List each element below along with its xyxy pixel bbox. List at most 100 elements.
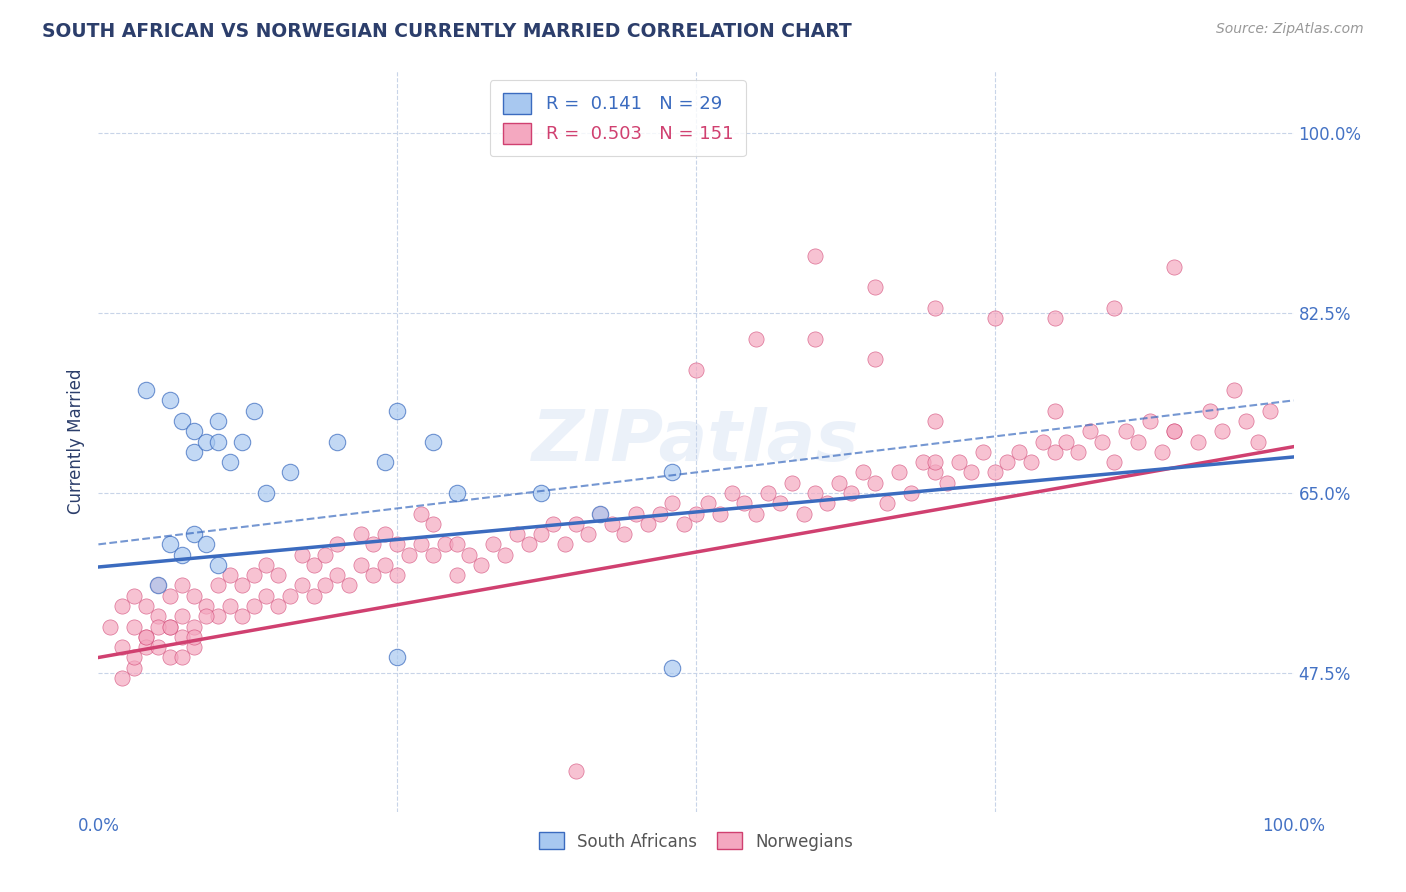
- Point: [815, 496, 838, 510]
- Point: [1163, 424, 1185, 438]
- Point: [374, 558, 396, 572]
- Point: [172, 650, 194, 665]
- Point: [984, 466, 1007, 480]
- Point: [852, 466, 875, 480]
- Point: [148, 578, 170, 592]
- Point: [385, 537, 409, 551]
- Point: [219, 599, 242, 613]
- Point: [756, 486, 779, 500]
- Point: [828, 475, 851, 490]
- Point: [446, 568, 468, 582]
- Point: [434, 537, 457, 551]
- Point: [1067, 445, 1090, 459]
- Point: [195, 609, 218, 624]
- Point: [1247, 434, 1270, 449]
- Point: [219, 455, 242, 469]
- Point: [1043, 311, 1066, 326]
- Point: [159, 650, 181, 665]
- Point: [172, 548, 194, 562]
- Point: [385, 650, 409, 665]
- Point: [411, 507, 433, 521]
- Point: [111, 599, 134, 613]
- Point: [350, 527, 373, 541]
- Point: [111, 671, 134, 685]
- Point: [172, 630, 194, 644]
- Point: [183, 445, 205, 459]
- Point: [183, 527, 205, 541]
- Point: [541, 516, 564, 531]
- Point: [254, 558, 277, 572]
- Point: [626, 507, 648, 521]
- Point: [374, 527, 396, 541]
- Point: [172, 578, 194, 592]
- Point: [183, 589, 205, 603]
- Point: [278, 589, 301, 603]
- Point: [1152, 445, 1174, 459]
- Point: [889, 466, 911, 480]
- Point: [648, 507, 672, 521]
- Point: [159, 620, 181, 634]
- Point: [135, 630, 157, 644]
- Point: [243, 599, 266, 613]
- Point: [172, 414, 194, 428]
- Point: [148, 640, 170, 655]
- Point: [1056, 434, 1078, 449]
- Point: [254, 589, 277, 603]
- Point: [1211, 424, 1233, 438]
- Point: [1128, 434, 1150, 449]
- Point: [135, 599, 157, 613]
- Point: [159, 393, 181, 408]
- Point: [326, 434, 349, 449]
- Point: [207, 558, 229, 572]
- Point: [804, 250, 827, 264]
- Point: [1139, 414, 1161, 428]
- Point: [446, 486, 468, 500]
- Point: [793, 507, 815, 521]
- Point: [148, 609, 170, 624]
- Point: [422, 516, 444, 531]
- Point: [506, 527, 529, 541]
- Point: [422, 548, 444, 562]
- Point: [768, 496, 790, 510]
- Point: [470, 558, 492, 572]
- Point: [494, 548, 516, 562]
- Point: [183, 630, 205, 644]
- Point: [661, 466, 683, 480]
- Point: [458, 548, 481, 562]
- Point: [589, 507, 612, 521]
- Point: [148, 578, 170, 592]
- Point: [995, 455, 1018, 469]
- Point: [865, 280, 887, 294]
- Point: [124, 620, 146, 634]
- Point: [924, 466, 946, 480]
- Point: [267, 599, 290, 613]
- Point: [1223, 383, 1246, 397]
- Point: [876, 496, 898, 510]
- Point: [481, 537, 505, 551]
- Point: [231, 434, 253, 449]
- Point: [159, 537, 181, 551]
- Point: [195, 599, 218, 613]
- Point: [254, 486, 277, 500]
- Point: [291, 548, 314, 562]
- Point: [135, 383, 157, 397]
- Point: [721, 486, 744, 500]
- Point: [745, 507, 768, 521]
- Point: [924, 455, 946, 469]
- Point: [804, 332, 827, 346]
- Point: [1019, 455, 1042, 469]
- Point: [148, 620, 170, 634]
- Point: [315, 578, 337, 592]
- Point: [159, 589, 181, 603]
- Point: [1104, 455, 1126, 469]
- Point: [326, 537, 349, 551]
- Point: [685, 362, 707, 376]
- Point: [195, 537, 218, 551]
- Point: [183, 640, 205, 655]
- Point: [578, 527, 600, 541]
- Point: [326, 568, 349, 582]
- Point: [363, 568, 385, 582]
- Point: [530, 527, 553, 541]
- Point: [530, 486, 553, 500]
- Point: [565, 516, 588, 531]
